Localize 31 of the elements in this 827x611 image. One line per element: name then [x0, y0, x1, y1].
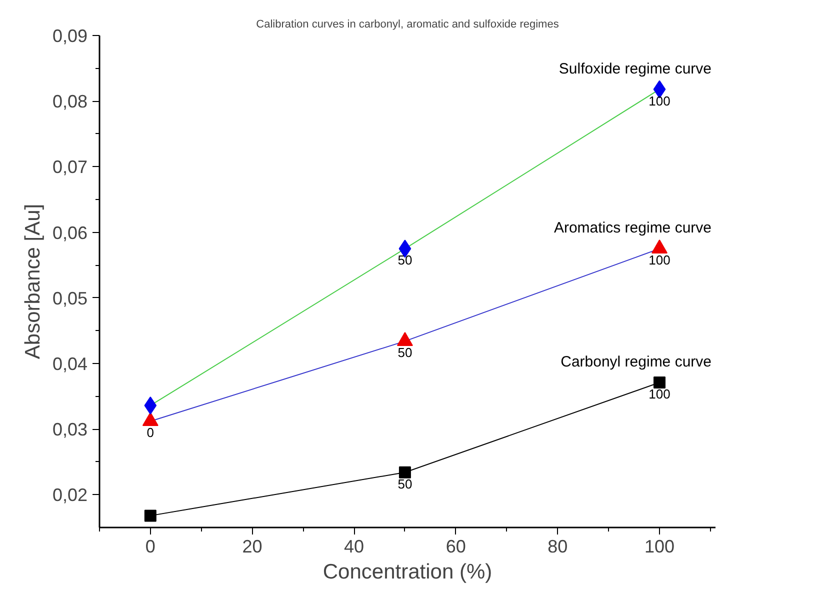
annotation: 0 [146, 425, 154, 440]
chart-title: Calibration curves in carbonyl, aromatic and sulfoxide regimes [256, 18, 560, 30]
annotation: 50 [398, 252, 412, 268]
y-tick-label: 0,03 [52, 420, 88, 440]
annotation: 100 [648, 93, 670, 108]
y-tick-label: 0,02 [52, 485, 88, 506]
series-label: Sulfoxide regime curve [558, 60, 712, 78]
y-tick-label: 0,07 [52, 157, 88, 178]
y-tick-label: 0,08 [52, 92, 88, 112]
series-label: Carbonyl regime curve [560, 354, 712, 371]
x-tick-label: 60 [446, 536, 466, 556]
point [144, 510, 156, 522]
annotation: 50 [398, 345, 412, 360]
y-tick-label: 0,05 [52, 288, 88, 308]
y-tick-label: 0,06 [52, 222, 88, 243]
x-tick-label: 100 [644, 536, 675, 556]
annotation: 100 [648, 252, 670, 268]
x-axis-title: Concentration (%) [322, 560, 492, 584]
x-tick-label: 80 [548, 536, 568, 556]
point [654, 376, 666, 389]
y-tick-label: 0,09 [52, 26, 88, 46]
y-tick-label: 0,04 [52, 354, 88, 374]
x-tick-label: 40 [344, 536, 364, 556]
annotation: 50 [398, 476, 412, 492]
series-label: Aromatics regime curve [554, 220, 712, 237]
y-axis-title: Absorbance [Au] [21, 204, 44, 360]
x-tick-label: 0 [145, 536, 156, 556]
annotation: 100 [648, 386, 670, 402]
x-tick-label: 20 [242, 536, 262, 556]
point [144, 396, 157, 414]
point [398, 466, 411, 478]
